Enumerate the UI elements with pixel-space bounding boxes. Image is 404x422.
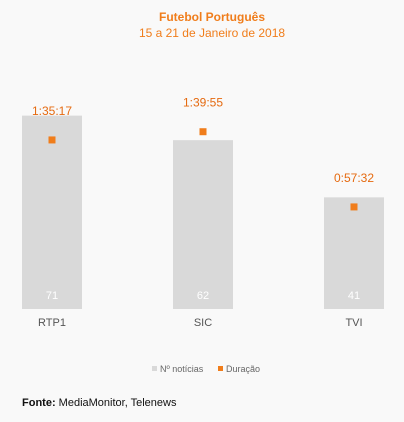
category-label-tvi: TVI <box>345 317 362 329</box>
bar-sic <box>173 140 233 309</box>
duration-points-group <box>48 128 358 211</box>
bar-rtp1 <box>22 115 82 309</box>
duration-point-sic <box>199 128 207 136</box>
labels-group: 71 RTP1 1:35:17 62 SIC 1:39:55 41 TVI 0:57:32 <box>32 96 374 329</box>
duration-label-rtp1: 1:35:17 <box>32 104 72 118</box>
legend-label-noticias: Nº notícias <box>160 364 204 374</box>
legend-swatch-duracao <box>218 366 223 371</box>
bar-value-sic: 62 <box>197 290 209 302</box>
chart: Futebol Português 15 a 21 de Janeiro de … <box>22 10 384 374</box>
legend-label-duracao: Duração <box>226 364 260 374</box>
duration-point-rtp1 <box>48 136 56 144</box>
duration-label-tvi: 0:57:32 <box>334 171 374 185</box>
legend: Nº notícias Duração <box>152 364 260 374</box>
category-label-sic: SIC <box>194 317 212 329</box>
duration-label-sic: 1:39:55 <box>183 96 223 110</box>
chart-title: Futebol Português <box>159 10 265 24</box>
duration-point-tvi <box>350 203 358 211</box>
source-note: Fonte: MediaMonitor, Telenews <box>22 397 176 409</box>
source-label: Fonte: <box>22 397 56 409</box>
category-label-rtp1: RTP1 <box>38 317 66 329</box>
bar-value-tvi: 41 <box>348 290 360 302</box>
bars-group <box>22 115 384 309</box>
legend-swatch-noticias <box>152 366 157 371</box>
bar-tvi <box>324 197 384 309</box>
chart-subtitle: 15 a 21 de Janeiro de 2018 <box>139 26 285 40</box>
source-text: MediaMonitor, Telenews <box>58 397 177 409</box>
bar-value-rtp1: 71 <box>46 290 58 302</box>
